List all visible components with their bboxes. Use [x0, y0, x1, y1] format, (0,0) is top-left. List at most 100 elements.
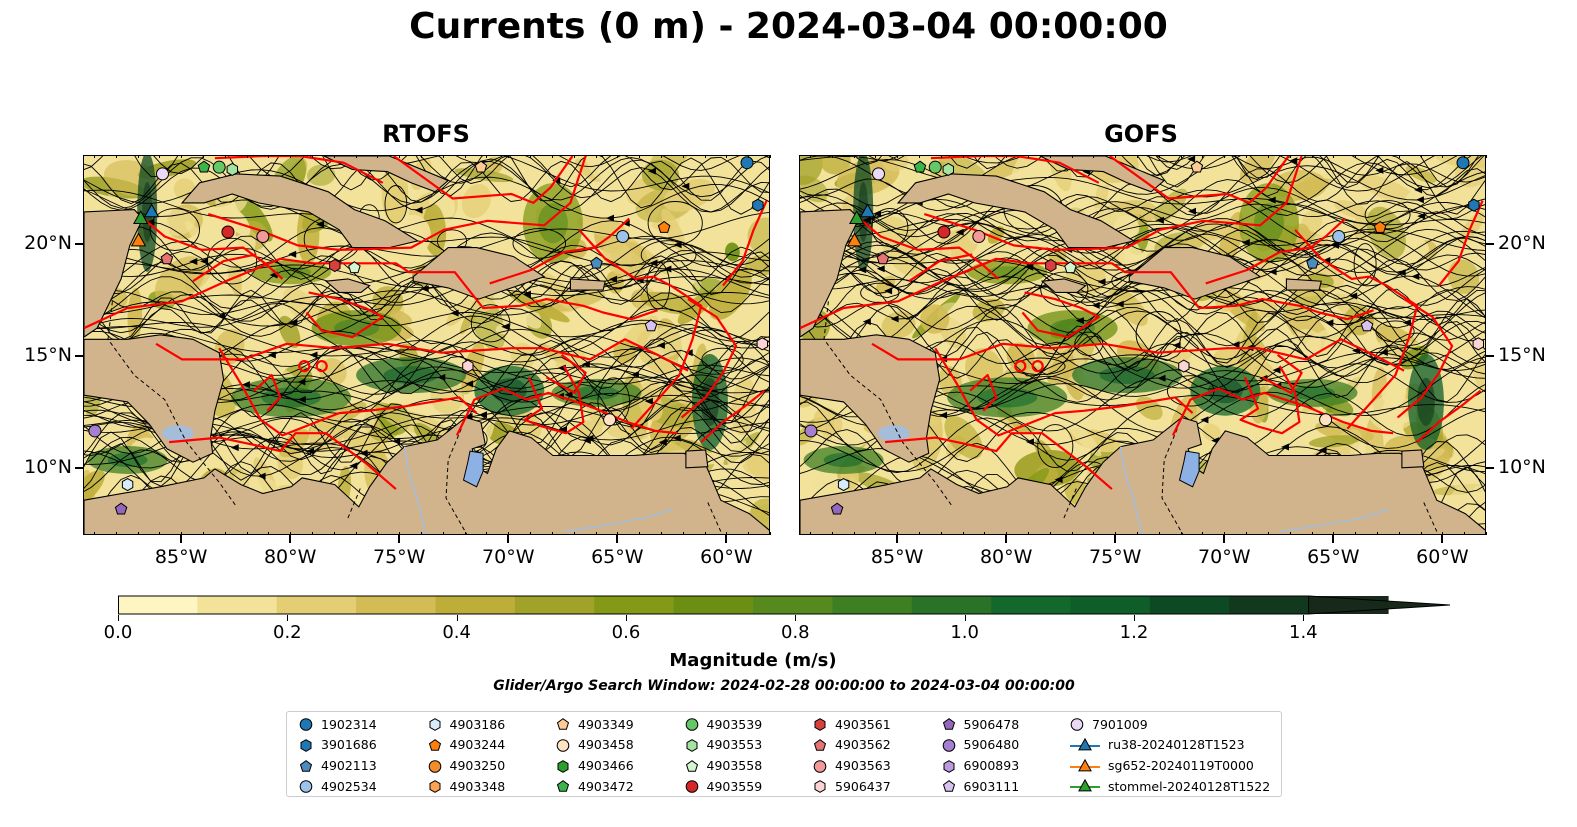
- lon-tick-mark: [616, 535, 619, 543]
- minor-tick: [421, 532, 423, 535]
- legend-item: 4903559: [685, 776, 762, 796]
- minor-tick: [1246, 532, 1248, 535]
- minor-tick: [639, 155, 641, 158]
- minor-tick: [660, 155, 662, 158]
- lon-tick-mark: [1441, 535, 1444, 543]
- minor-tick: [831, 532, 833, 535]
- marker-4903472: [913, 160, 927, 173]
- legend-label: 4903472: [578, 778, 634, 794]
- marker-5906437: [756, 337, 768, 351]
- colorbar-extend-arrow: [1308, 595, 1451, 615]
- minor-tick: [617, 532, 619, 535]
- minor-tick: [1420, 155, 1422, 158]
- minor-tick: [530, 532, 532, 535]
- minor-tick: [1224, 532, 1226, 535]
- legend-item: 4903562: [813, 735, 891, 755]
- lon-tick-mark: [1223, 535, 1226, 543]
- minor-tick: [290, 532, 292, 535]
- minor-tick: [682, 532, 684, 535]
- legend-marker-pentagon-icon: [942, 780, 955, 793]
- legend-label: 4903553: [706, 737, 763, 753]
- legend-item: 4903472: [556, 776, 634, 796]
- minor-tick: [486, 532, 488, 535]
- marker-4903472: [197, 160, 211, 173]
- legend-marker-hexagon-icon: [557, 759, 569, 773]
- platform-markers: [804, 156, 1484, 515]
- colorbar-segment: [594, 596, 675, 614]
- minor-tick: [617, 155, 619, 158]
- legend-label: 4903186: [449, 716, 506, 732]
- legend-label: 5906480: [963, 737, 1020, 753]
- legend-marker-hexagon-icon: [814, 780, 826, 794]
- minor-tick: [748, 532, 750, 535]
- minor-tick: [1115, 155, 1117, 158]
- legend-item: 4903186: [428, 714, 506, 734]
- lon-tick-label: 60°W: [1416, 546, 1469, 568]
- minor-tick: [1028, 155, 1029, 158]
- legend-marker-hexagon-icon: [300, 738, 312, 752]
- minor-tick: [93, 155, 95, 158]
- lat-tick-mark: [75, 466, 83, 469]
- lon-tick-mark: [1332, 535, 1335, 543]
- lon-tick-mark: [507, 535, 510, 543]
- minor-tick: [1006, 532, 1008, 535]
- marker-4903563: [972, 229, 986, 243]
- lat-tick-mark: [1486, 355, 1494, 358]
- colorbar: [118, 595, 1451, 615]
- marker-3901686: [752, 198, 764, 212]
- lat-tick-mark: [75, 355, 83, 358]
- minor-tick: [355, 155, 357, 158]
- legend-label: 4903562: [835, 737, 891, 753]
- legend-label: 4903563: [835, 758, 891, 774]
- legend-label: 5906478: [963, 716, 1020, 732]
- marker-4903559: [937, 225, 951, 239]
- marker-4903562: [160, 252, 174, 265]
- minor-tick: [1486, 155, 1487, 158]
- legend-marker-circle-icon: [685, 718, 698, 731]
- marker-5906437: [1472, 337, 1484, 351]
- legend-marker-circle-icon: [813, 759, 827, 773]
- colorbar-segment: [991, 596, 1072, 614]
- minor-tick: [1158, 155, 1160, 158]
- panel-title-rtofs: RTOFS: [382, 120, 470, 148]
- glider-stommel-20240128T1522: [849, 210, 865, 224]
- colorbar-segment: [753, 596, 833, 614]
- minor-tick: [1180, 532, 1182, 535]
- colorbar-segment: [1149, 596, 1230, 614]
- colorbar-tick-mark: [118, 615, 119, 621]
- legend-label: 7901009: [1092, 716, 1148, 732]
- minor-tick: [551, 532, 553, 535]
- eez-boundaries: [84, 156, 768, 490]
- marker-5906480: [88, 424, 102, 438]
- minor-tick: [1115, 532, 1117, 535]
- minor-tick: [159, 532, 161, 535]
- marker-4902113: [590, 256, 603, 269]
- minor-tick: [940, 532, 942, 535]
- legend-item: 4903348: [428, 776, 505, 796]
- minor-tick: [1311, 532, 1313, 535]
- minor-tick: [1333, 532, 1335, 535]
- minor-tick: [1071, 532, 1073, 535]
- minor-tick: [573, 532, 575, 535]
- minor-tick: [202, 532, 204, 535]
- marker-6903111: [644, 319, 658, 332]
- legend-label: 4903558: [706, 758, 763, 774]
- minor-tick: [377, 155, 379, 158]
- legend-item: 4903553: [685, 735, 763, 755]
- colorbar-tick-label: 1.4: [1289, 622, 1318, 643]
- minor-tick: [137, 155, 139, 158]
- minor-tick: [1180, 155, 1182, 158]
- marker-5906478: [830, 502, 844, 515]
- legend-label: 1902314: [321, 716, 377, 732]
- minor-tick: [442, 155, 444, 158]
- minor-tick: [202, 155, 204, 158]
- marker-4903349: [474, 160, 488, 173]
- minor-tick: [1376, 532, 1378, 535]
- colorbar-segment: [118, 596, 198, 614]
- legend-label: 4903349: [578, 716, 634, 732]
- minor-tick: [312, 155, 313, 158]
- colorbar-segment: [1070, 596, 1151, 614]
- minor-tick: [1333, 155, 1335, 158]
- minor-tick: [704, 532, 706, 535]
- marker-4903349: [1190, 160, 1204, 173]
